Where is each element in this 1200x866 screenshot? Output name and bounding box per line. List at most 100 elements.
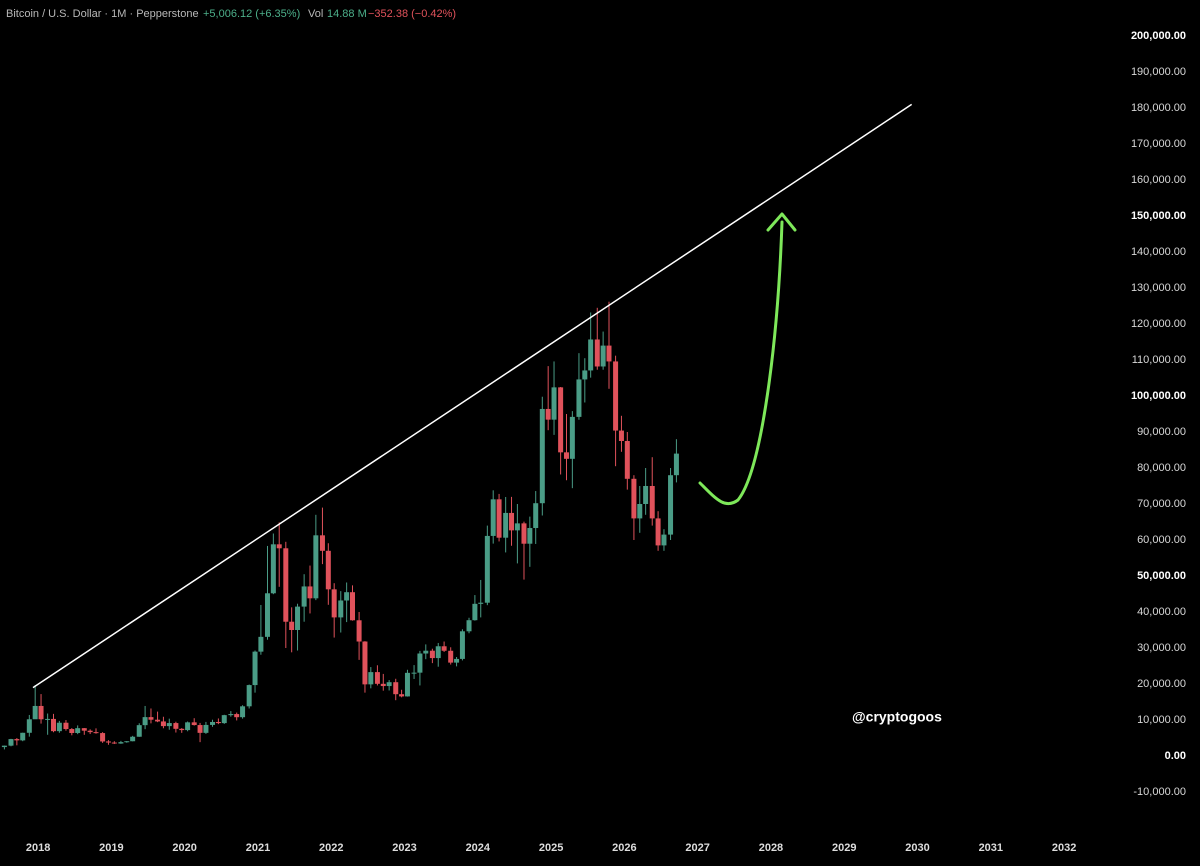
candle-body	[569, 416, 575, 459]
candle-body	[221, 715, 227, 724]
volume: 14.88 M	[327, 8, 367, 20]
x-tick-label: 2020	[172, 842, 196, 854]
y-tick-label: 100,000.00	[1131, 390, 1186, 402]
candle-body	[289, 621, 295, 630]
candle-body	[668, 475, 674, 535]
y-tick-label: 190,000.00	[1131, 66, 1186, 78]
candle-body	[142, 717, 148, 726]
candle-body	[576, 379, 582, 417]
candle-body	[435, 646, 441, 659]
candle-body	[411, 672, 417, 674]
candle-body	[45, 718, 51, 720]
y-tick-label: 80,000.00	[1137, 462, 1186, 474]
candle-body	[240, 706, 246, 718]
candle-body	[349, 592, 355, 621]
y-tick-label: 160,000.00	[1131, 174, 1186, 186]
candle-body	[661, 534, 667, 546]
candle-body	[423, 650, 429, 654]
x-tick-label: 2019	[99, 842, 123, 854]
y-tick-label: 120,000.00	[1131, 318, 1186, 330]
x-tick-label: 2032	[1052, 842, 1076, 854]
arrow	[698, 220, 784, 506]
candle-body	[618, 430, 624, 441]
candle-body	[673, 453, 679, 476]
candle-body	[478, 602, 484, 604]
candle-body	[313, 535, 319, 599]
x-tick-label: 2021	[246, 842, 270, 854]
candle-body	[210, 721, 216, 725]
candle-body	[301, 586, 307, 607]
x-tick-label: 2024	[466, 842, 491, 854]
candle-body	[637, 504, 643, 519]
candle-body	[197, 725, 203, 733]
candle-body	[325, 550, 331, 590]
candle-body	[514, 523, 520, 531]
price-change: +5,006.12 (+6.35%)	[203, 8, 300, 20]
y-tick-label: 170,000.00	[1131, 138, 1186, 150]
candle-body	[649, 486, 655, 519]
chart-title: Bitcoin / U.S. Dollar · 1M · Pepperstone	[6, 8, 199, 20]
candle-body	[234, 714, 240, 718]
candle-body	[509, 512, 515, 531]
candle-body	[393, 682, 399, 695]
y-tick-label: 90,000.00	[1137, 426, 1186, 438]
x-tick-label: 2025	[539, 842, 563, 854]
candle-body	[490, 499, 496, 536]
candle-body	[527, 528, 533, 544]
candle-body	[87, 730, 93, 733]
candle-body	[466, 620, 472, 632]
candle-body	[1, 745, 7, 748]
candle-body	[185, 722, 191, 731]
candle-body	[130, 736, 136, 742]
y-tick-label: 0.00	[1165, 750, 1186, 762]
y-tick-label: 20,000.00	[1137, 678, 1186, 690]
candle-body	[374, 672, 380, 684]
y-tick-label: 180,000.00	[1131, 102, 1186, 114]
candle-body	[399, 694, 405, 697]
candle-body	[631, 478, 637, 519]
candle-body	[166, 723, 172, 727]
candle-body	[258, 636, 264, 652]
x-tick-label: 2028	[759, 842, 783, 854]
x-tick-label: 2023	[392, 842, 416, 854]
candle-body	[307, 586, 313, 599]
candle-body	[75, 728, 81, 733]
y-tick-label: 10,000.00	[1137, 714, 1186, 726]
arrow-head	[766, 212, 797, 232]
y-tick-label: 150,000.00	[1131, 210, 1186, 222]
candle-body	[539, 408, 545, 504]
candle-body	[521, 523, 527, 544]
candle-body	[484, 535, 490, 603]
x-tick-label: 2031	[979, 842, 1003, 854]
candle-body	[264, 593, 270, 637]
y-tick-label: 60,000.00	[1137, 534, 1186, 546]
candle-body	[533, 503, 539, 529]
candle-body	[606, 345, 612, 362]
x-tick-label: 2022	[319, 842, 343, 854]
candle-body	[368, 672, 374, 685]
y-tick-label: 70,000.00	[1137, 498, 1186, 510]
candle-body	[386, 682, 392, 687]
x-tick-label: 2027	[685, 842, 709, 854]
x-tick-label: 2026	[612, 842, 636, 854]
candle-body	[100, 733, 106, 742]
x-tick-label: 2029	[832, 842, 856, 854]
candle-body	[93, 732, 99, 734]
y-tick-label: 110,000.00	[1132, 354, 1186, 366]
candle-body	[496, 499, 502, 538]
y-tick-label: 30,000.00	[1137, 642, 1186, 654]
y-tick-label: 40,000.00	[1137, 606, 1186, 618]
candle-body	[20, 732, 26, 741]
candle-body	[503, 512, 509, 538]
candle-body	[344, 592, 350, 601]
candle-body	[441, 646, 447, 651]
candle-body	[252, 651, 258, 686]
candle-body	[429, 650, 435, 659]
candle-body	[454, 658, 460, 663]
x-tick-label: 2018	[26, 842, 50, 854]
x-tick-label: 2030	[905, 842, 929, 854]
candle-body	[191, 722, 197, 726]
y-tick-label: 200,000.00	[1131, 30, 1186, 42]
candle-body	[643, 486, 649, 504]
